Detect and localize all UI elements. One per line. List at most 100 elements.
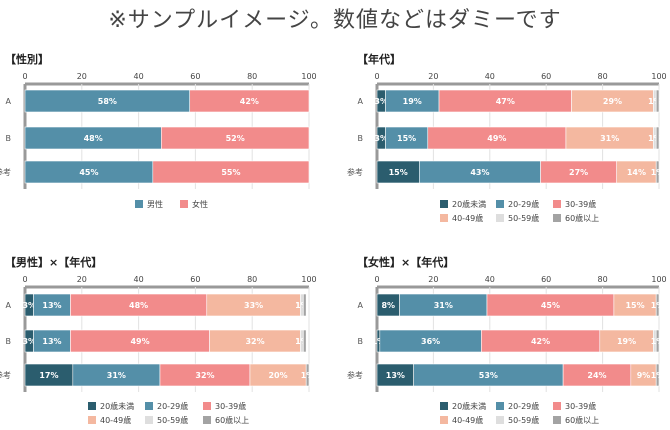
bar-segment xyxy=(655,89,660,113)
data-label: 3% xyxy=(374,134,388,143)
legend-swatch xyxy=(496,416,504,424)
data-label: 1% xyxy=(648,134,662,143)
data-label: 9% xyxy=(637,371,651,380)
category-label: 参考 xyxy=(0,370,11,380)
x-tick-label: 60 xyxy=(541,72,551,81)
data-label: 29% xyxy=(603,97,622,106)
legend-swatch xyxy=(180,200,188,208)
data-label: 8% xyxy=(381,301,395,310)
x-tick-label: 20 xyxy=(428,275,438,284)
legend-swatch xyxy=(145,402,153,410)
legend-label: 女性 xyxy=(192,199,208,209)
x-tick-label: 0 xyxy=(374,72,379,81)
legend-swatch xyxy=(203,402,211,410)
legend-label: 60歳以上 xyxy=(215,415,249,425)
chart-title: 【男性】×【年代】 xyxy=(5,255,102,269)
data-label: 1% xyxy=(295,301,309,310)
legend-swatch xyxy=(553,416,561,424)
data-label: 13% xyxy=(42,301,61,310)
data-label: 48% xyxy=(129,301,148,310)
bar-segment xyxy=(303,329,307,353)
x-tick-label: 80 xyxy=(247,275,257,284)
legend-label: 20-29歳 xyxy=(508,199,539,209)
x-tick-label: 0 xyxy=(374,275,379,284)
x-tick-label: 40 xyxy=(134,275,144,284)
category-label: B xyxy=(358,337,364,346)
category-label: B xyxy=(6,337,12,346)
data-label: 1% xyxy=(648,97,662,106)
data-label: 13% xyxy=(42,337,61,346)
x-tick-label: 20 xyxy=(77,72,87,81)
legend-swatch xyxy=(553,214,561,222)
legend-swatch xyxy=(440,200,448,208)
legend-label: 20歳未満 xyxy=(452,401,486,411)
data-label: 19% xyxy=(617,337,636,346)
legend-swatch xyxy=(440,402,448,410)
legend-label: 60歳以上 xyxy=(565,415,599,425)
x-tick-label: 100 xyxy=(301,72,316,81)
data-label: 47% xyxy=(496,97,515,106)
legend-swatch xyxy=(440,214,448,222)
data-label: 48% xyxy=(84,134,103,143)
x-tick-label: 100 xyxy=(651,275,666,284)
x-tick-label: 60 xyxy=(541,275,551,284)
x-tick-label: 80 xyxy=(598,275,608,284)
legend-label: 20歳未満 xyxy=(452,199,486,209)
data-label: 43% xyxy=(470,168,489,177)
legend-label: 40-49歳 xyxy=(452,415,483,425)
data-label: 58% xyxy=(98,97,117,106)
data-label: 1% xyxy=(372,337,386,346)
legend-swatch xyxy=(88,402,96,410)
data-label: 1% xyxy=(651,168,665,177)
bar-segment xyxy=(655,160,660,184)
x-tick-label: 40 xyxy=(485,275,495,284)
category-label: 参考 xyxy=(347,167,363,177)
data-label: 15% xyxy=(389,168,408,177)
chart-title: 【性別】 xyxy=(5,52,49,66)
legend-label: 50-59歳 xyxy=(157,415,188,425)
category-label: A xyxy=(358,97,364,106)
data-label: 42% xyxy=(531,337,550,346)
legend-label: 50-59歳 xyxy=(508,213,539,223)
x-tick-label: 0 xyxy=(22,275,27,284)
x-tick-label: 60 xyxy=(190,275,200,284)
legend-label: 30-39歳 xyxy=(565,199,596,209)
legend-label: 30-39歳 xyxy=(215,401,246,411)
data-label: 27% xyxy=(569,168,588,177)
legend-swatch xyxy=(496,214,504,222)
data-label: 3% xyxy=(22,337,36,346)
data-label: 15% xyxy=(397,134,416,143)
legend-swatch xyxy=(135,200,143,208)
legend-label: 40-49歳 xyxy=(100,415,131,425)
data-label: 49% xyxy=(487,134,506,143)
data-label: 19% xyxy=(403,97,422,106)
data-label: 24% xyxy=(587,371,606,380)
x-tick-label: 40 xyxy=(134,72,144,81)
bar-segment xyxy=(303,293,307,317)
data-label: 45% xyxy=(79,168,98,177)
category-label: A xyxy=(6,97,12,106)
data-label: 3% xyxy=(374,97,388,106)
category-label: A xyxy=(6,301,12,310)
chart-title: 【年代】 xyxy=(357,52,401,66)
data-label: 14% xyxy=(627,168,646,177)
category-label: 参考 xyxy=(347,370,363,380)
data-label: 20% xyxy=(268,371,287,380)
x-tick-label: 100 xyxy=(651,72,666,81)
data-label: 3% xyxy=(22,301,36,310)
data-label: 45% xyxy=(541,301,560,310)
legend-swatch xyxy=(553,200,561,208)
data-label: 13% xyxy=(386,371,405,380)
data-label: 36% xyxy=(421,337,440,346)
data-label: 32% xyxy=(245,337,264,346)
data-label: 31% xyxy=(107,371,126,380)
data-label: 55% xyxy=(221,168,240,177)
bar-segment xyxy=(655,329,660,353)
legend-swatch xyxy=(440,416,448,424)
legend-label: 男性 xyxy=(147,199,163,209)
bar-segment xyxy=(655,363,660,387)
data-label: 52% xyxy=(226,134,245,143)
data-label: 15% xyxy=(625,301,644,310)
data-label: 31% xyxy=(600,134,619,143)
